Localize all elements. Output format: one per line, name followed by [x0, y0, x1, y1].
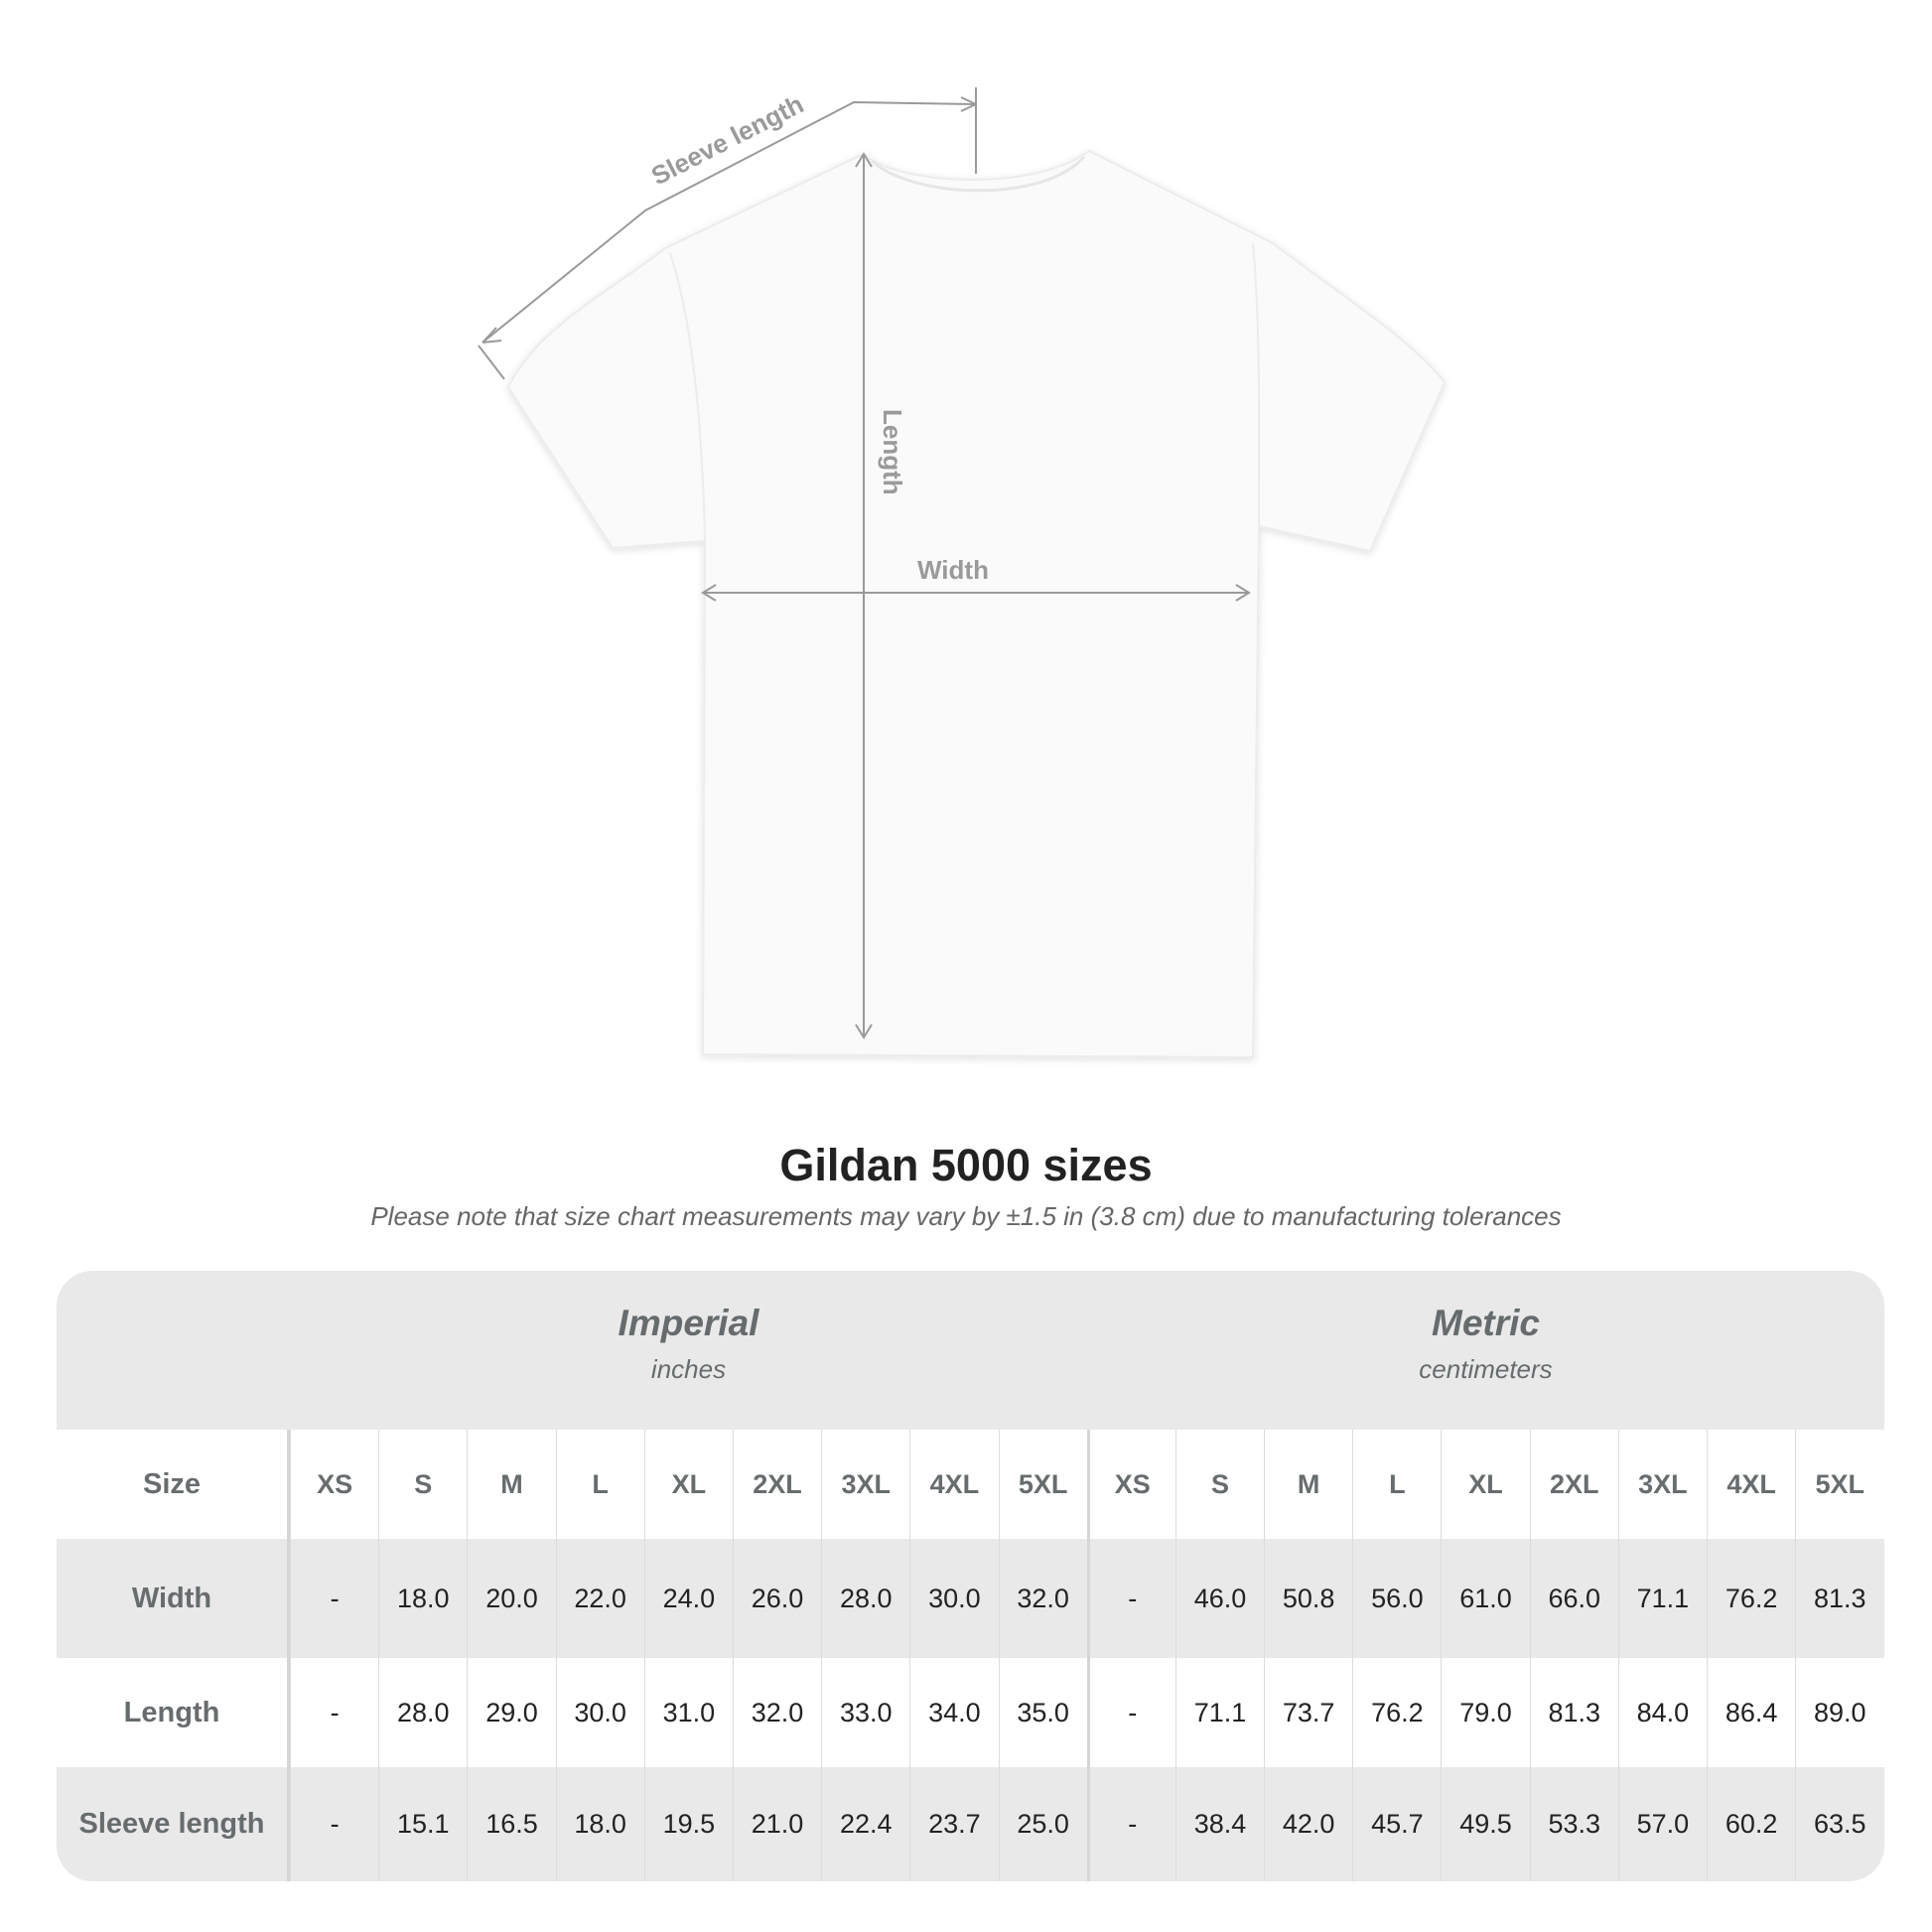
size-header-metric: M [1264, 1430, 1352, 1539]
table-cell-metric: 53.3 [1529, 1767, 1618, 1881]
size-table: Imperial inches Metric centimeters Size X… [57, 1271, 1884, 1881]
size-header-imperial: XL [643, 1430, 733, 1539]
table-cell-metric: 57.0 [1617, 1767, 1707, 1881]
tolerance-note: Please note that size chart measurements… [370, 1201, 1562, 1231]
collar [870, 155, 1086, 193]
table-cell-imperial: 25.0 [998, 1767, 1087, 1881]
row-label: Sleeve length [57, 1767, 290, 1881]
table-cell-metric: 81.3 [1795, 1539, 1883, 1658]
length-label: Length [878, 409, 907, 495]
imperial-title: Imperial [618, 1303, 759, 1343]
table-cell-metric: 42.0 [1264, 1767, 1352, 1881]
metric-title: Metric [1432, 1303, 1540, 1343]
table-cell-imperial: 31.0 [643, 1658, 733, 1767]
row-label: Length [57, 1658, 290, 1767]
size-header-metric: 4XL [1707, 1430, 1795, 1539]
size-header-imperial: XS [290, 1430, 378, 1539]
table-row: Sleeve length -15.1 16.5 18.0 19.5 21.0 22.4 23… [57, 1767, 1884, 1881]
table-cell-imperial: 30.0 [909, 1539, 998, 1658]
metric-header: Metric centimeters [1087, 1271, 1884, 1385]
table-cell-imperial: 33.0 [821, 1658, 909, 1767]
table-cell-imperial: 21.0 [732, 1767, 821, 1881]
metric-unit: centimeters [1419, 1354, 1553, 1384]
table-cell-metric: 73.7 [1264, 1658, 1352, 1767]
size-header-imperial: 4XL [909, 1430, 998, 1539]
table-cell-metric: 46.0 [1174, 1539, 1264, 1658]
size-header-metric: 3XL [1617, 1430, 1707, 1539]
table-cell-imperial: 28.0 [378, 1658, 467, 1767]
size-header-metric: 5XL [1795, 1430, 1883, 1539]
width-dimension [701, 584, 1251, 602]
table-cell-imperial: 15.1 [378, 1767, 467, 1881]
table-cell-imperial: 32.0 [732, 1658, 821, 1767]
table-cell-imperial: 29.0 [467, 1658, 555, 1767]
table-cell-imperial: 34.0 [909, 1658, 998, 1767]
table-cell-imperial: 18.0 [555, 1767, 644, 1881]
table-cell-imperial: - [290, 1658, 378, 1767]
table-cell-imperial: 26.0 [732, 1539, 821, 1658]
length-dimension [855, 152, 873, 1039]
tshirt-diagram: Sleeve length Length Width [478, 87, 1447, 1059]
table-cell-imperial: 23.7 [909, 1767, 998, 1881]
size-header-metric: L [1352, 1430, 1441, 1539]
size-header-imperial: L [555, 1430, 644, 1539]
sleeve-dimension [478, 87, 977, 380]
size-header-row: Size XS S M L XL 2XL 3XL 4XL 5XL XS S M L XL 2XL 3XL 4XL 5… [57, 1430, 1884, 1539]
table-cell-metric: 49.5 [1441, 1767, 1529, 1881]
size-header-metric: 2XL [1529, 1430, 1618, 1539]
table-cell-metric: - [1086, 1767, 1175, 1881]
table-cell-imperial: 30.0 [555, 1658, 644, 1767]
table-cell-metric: 63.5 [1795, 1767, 1883, 1881]
size-header-imperial: M [467, 1430, 555, 1539]
sleeve-length-label: Sleeve length [646, 89, 808, 192]
table-row: Length -28.0 29.0 30.0 31.0 32.0 33.0 34.0 35.0-… [57, 1658, 1884, 1767]
sleeve-seams [669, 242, 1261, 542]
table-cell-metric: 79.0 [1441, 1658, 1529, 1767]
page-title: Gildan 5000 sizes [779, 1140, 1153, 1190]
size-header-metric: S [1174, 1430, 1264, 1539]
table-cell-imperial: 20.0 [467, 1539, 555, 1658]
table-cell-imperial: - [290, 1767, 378, 1881]
table-cell-metric: 71.1 [1174, 1658, 1264, 1767]
size-header-metric: XL [1441, 1430, 1529, 1539]
width-label: Width [917, 555, 989, 585]
table-cell-metric: 61.0 [1441, 1539, 1529, 1658]
table-cell-metric: - [1086, 1658, 1175, 1767]
table-cell-metric: 56.0 [1352, 1539, 1441, 1658]
table-cell-metric: 50.8 [1264, 1539, 1352, 1658]
row-label: Width [57, 1539, 290, 1658]
table-cell-metric: 76.2 [1352, 1658, 1441, 1767]
table-cell-metric: - [1086, 1539, 1175, 1658]
table-cell-imperial: 22.0 [555, 1539, 644, 1658]
table-row: Width -18.0 20.0 22.0 24.0 26.0 28.0 30.0 32.0-4… [57, 1539, 1884, 1658]
table-cell-imperial: 24.0 [643, 1539, 733, 1658]
size-header-imperial: 3XL [821, 1430, 909, 1539]
tshirt-shape [506, 149, 1447, 1059]
table-cell-metric: 38.4 [1174, 1767, 1264, 1881]
table-cell-metric: 76.2 [1707, 1539, 1795, 1658]
table-cell-metric: 71.1 [1617, 1539, 1707, 1658]
table-cell-imperial: 16.5 [467, 1767, 555, 1881]
imperial-header: Imperial inches [290, 1271, 1087, 1385]
table-cell-metric: 84.0 [1617, 1658, 1707, 1767]
table-cell-metric: 45.7 [1352, 1767, 1441, 1881]
size-header-imperial: 5XL [998, 1430, 1087, 1539]
table-cell-metric: 81.3 [1529, 1658, 1618, 1767]
table-cell-metric: 86.4 [1707, 1658, 1795, 1767]
table-cell-imperial: 28.0 [821, 1539, 909, 1658]
size-header-imperial: S [378, 1430, 467, 1539]
table-cell-imperial: 19.5 [643, 1767, 733, 1881]
table-cell-imperial: 35.0 [998, 1658, 1087, 1767]
table-cell-imperial: 18.0 [378, 1539, 467, 1658]
table-cell-imperial: 22.4 [821, 1767, 909, 1881]
table-cell-metric: 89.0 [1795, 1658, 1883, 1767]
table-cell-imperial: - [290, 1539, 378, 1658]
size-header-metric: XS [1086, 1430, 1175, 1539]
row-label: Size [57, 1430, 290, 1539]
table-cell-metric: 66.0 [1529, 1539, 1618, 1658]
size-header-imperial: 2XL [732, 1430, 821, 1539]
imperial-unit: inches [650, 1354, 727, 1384]
table-cell-imperial: 32.0 [998, 1539, 1087, 1658]
table-cell-metric: 60.2 [1707, 1767, 1795, 1881]
